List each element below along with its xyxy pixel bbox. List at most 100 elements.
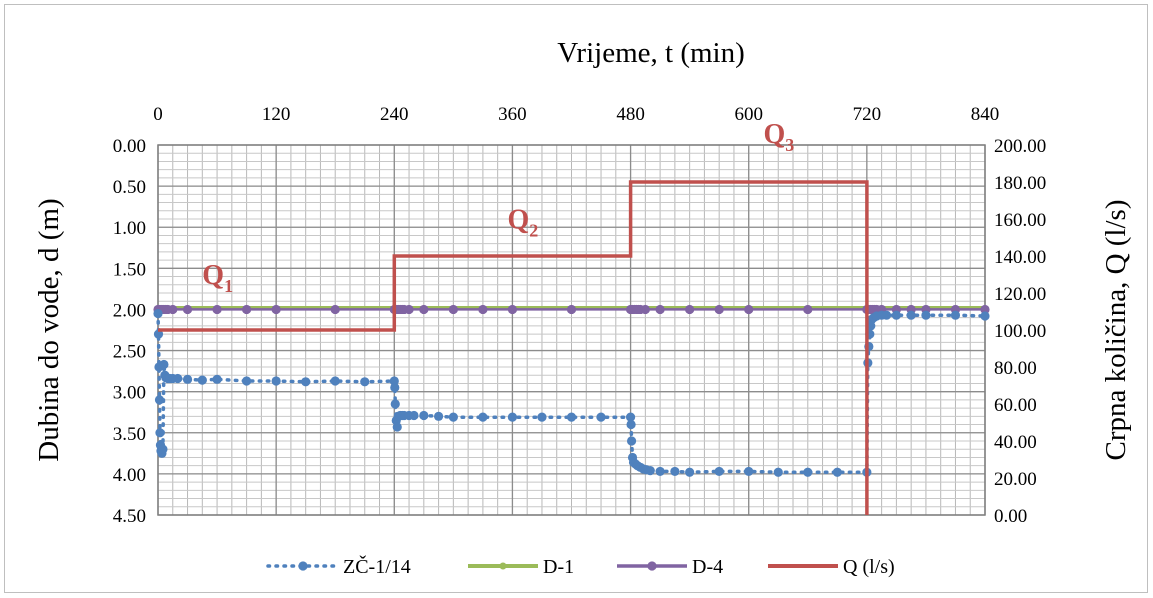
y-right-tick-label: 140.00 [994, 247, 1046, 268]
series-z-1-14 [153, 308, 990, 477]
series-d-4 [153, 304, 990, 315]
x-tick-label: 0 [153, 104, 163, 125]
data-point [419, 304, 429, 315]
data-point [478, 412, 488, 422]
data-point [182, 304, 193, 315]
series-q-l-s- [158, 180, 869, 515]
data-point [330, 304, 340, 315]
data-point [419, 410, 429, 421]
data-point [448, 412, 458, 422]
y-right-tick-label: 40.00 [994, 432, 1037, 453]
data-point [640, 304, 650, 315]
data-point [744, 466, 754, 477]
y-left-tick-label: 2.50 [113, 342, 146, 363]
legend-item: D-4 [617, 556, 723, 578]
data-point [409, 410, 419, 421]
legend-item: ZČ-1/14 [266, 554, 411, 578]
data-point [360, 377, 370, 387]
legend: ZČ-1/14 D-1 D-4 Q (l/s) [266, 554, 895, 578]
x-tick-label: 840 [971, 104, 1000, 125]
data-point [921, 310, 931, 320]
data-point [242, 304, 252, 315]
y-right-tick-label: 60.00 [994, 395, 1037, 416]
x-tick-label: 480 [616, 104, 645, 125]
data-point [881, 310, 892, 320]
series-layer [153, 180, 990, 515]
data-point [685, 304, 695, 315]
data-point [714, 466, 724, 477]
data-point [153, 308, 163, 319]
chart-frame [4, 4, 1148, 593]
data-point [507, 304, 518, 315]
y-left-tick-label: 0.00 [113, 136, 146, 157]
data-point [389, 376, 399, 386]
data-point [212, 304, 222, 315]
y-right-tick-label: 160.00 [994, 210, 1046, 231]
x-tick-label: 720 [853, 104, 882, 125]
legend-item: Q (l/s) [768, 556, 895, 578]
data-point [950, 310, 961, 320]
series-line [158, 180, 869, 515]
data-point [507, 412, 518, 422]
data-point [655, 466, 665, 477]
data-point [714, 304, 724, 315]
y-left-tick-label: 1.50 [113, 259, 146, 280]
data-point [744, 304, 754, 315]
data-point [906, 310, 916, 320]
x-tick-label: 600 [734, 104, 763, 125]
legend-marker [298, 561, 308, 571]
data-point [212, 374, 222, 384]
q-annotation: Q1 [202, 260, 233, 296]
y-right-tick-label: 80.00 [994, 358, 1037, 379]
q-annotation: Q3 [763, 119, 794, 155]
y-left-axis-title: Dubina do vode, d (m) [33, 198, 65, 461]
data-point [390, 382, 400, 393]
y-left-tick-label: 3.00 [113, 383, 146, 404]
data-point [832, 467, 842, 477]
data-point [625, 412, 636, 422]
data-point [433, 411, 444, 421]
legend-label: Q (l/s) [843, 556, 895, 578]
y-left-tick-label: 3.50 [113, 424, 146, 445]
data-point [566, 412, 577, 422]
y-left-tick-label: 0.50 [113, 177, 146, 198]
data-point [891, 310, 901, 320]
data-point [158, 444, 168, 454]
y-left-tick-label: 1.00 [113, 218, 146, 239]
data-point [566, 304, 577, 315]
data-point [645, 466, 655, 476]
data-point [271, 304, 281, 315]
data-point [980, 311, 990, 321]
annotations: Q1 Q2 Q3 [202, 119, 794, 296]
data-point [404, 304, 414, 315]
y-left-tick-label: 4.50 [113, 506, 146, 527]
data-point [980, 304, 990, 315]
y-right-tick-label: 200.00 [994, 136, 1046, 157]
x-tick-label: 360 [498, 104, 527, 125]
y-right-tick-label: 0.00 [994, 506, 1027, 527]
y-left-tick-label: 4.00 [113, 465, 146, 486]
data-point [392, 422, 402, 432]
legend-label: D-1 [543, 556, 574, 578]
legend-label: D-4 [692, 556, 723, 578]
data-point [242, 376, 252, 386]
data-point [685, 467, 695, 477]
data-point [197, 375, 207, 385]
y-right-axis-title: Crpna količina, Q (l/s) [1100, 200, 1132, 461]
data-point [155, 428, 165, 438]
data-point [596, 412, 606, 422]
x-tick-label: 120 [262, 104, 291, 125]
legend-marker [647, 561, 657, 571]
x-axis-title: Vrijeme, t (min) [557, 37, 745, 69]
data-point [271, 376, 281, 386]
data-point [537, 412, 547, 422]
data-point [773, 467, 783, 477]
data-point [159, 359, 169, 370]
data-point [173, 373, 183, 384]
data-point [153, 329, 164, 339]
data-point [390, 399, 400, 409]
y-right-tick-label: 120.00 [994, 284, 1046, 305]
data-point [168, 304, 178, 315]
legend-marker [499, 562, 507, 570]
